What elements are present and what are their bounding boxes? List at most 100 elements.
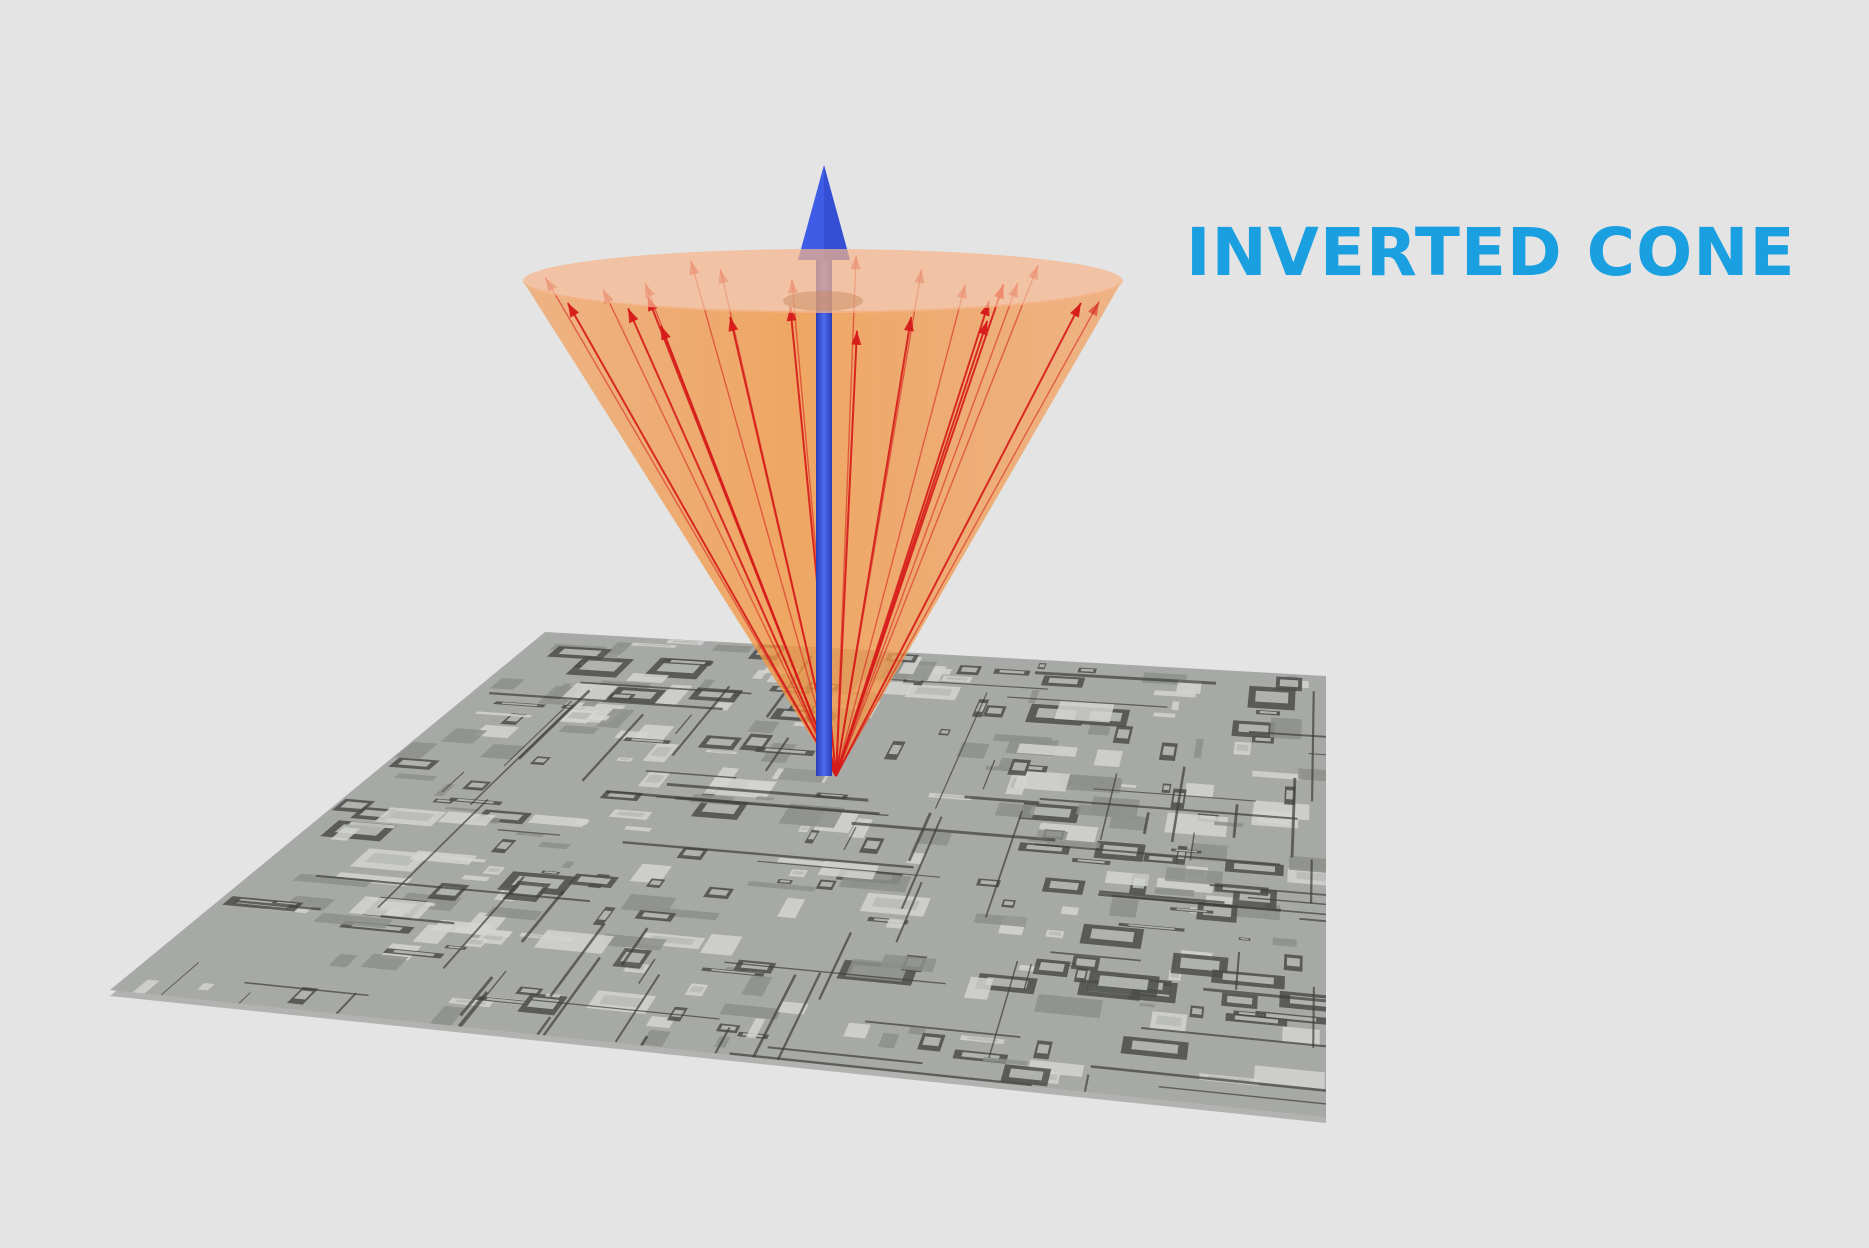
board-component — [409, 850, 478, 865]
board-component — [755, 796, 775, 801]
board-trace — [1158, 1085, 1326, 1105]
board-component-top — [1286, 957, 1300, 967]
board-component-top — [566, 712, 592, 720]
board-trace — [638, 958, 656, 984]
board-trace — [469, 704, 575, 806]
board-trace — [1299, 917, 1326, 923]
board-component — [992, 733, 1053, 745]
board-trace — [714, 1026, 731, 1054]
board-component-top — [705, 738, 735, 746]
board-component-top — [1128, 924, 1175, 930]
board-component — [473, 724, 520, 739]
board-component — [485, 906, 543, 921]
ray-arrow — [566, 302, 837, 777]
board-component-top — [392, 949, 436, 957]
board-trace — [238, 992, 251, 1004]
board-component-top — [1080, 668, 1094, 672]
board-component-top — [1049, 880, 1079, 891]
board-component-top — [1163, 785, 1170, 791]
board-component-top — [682, 849, 704, 857]
board-component-top — [1036, 1044, 1050, 1054]
board-component-top — [1176, 908, 1207, 913]
board-component-top — [1238, 723, 1269, 734]
circuit-board-details — [129, 639, 1326, 1105]
board-component-top — [505, 715, 523, 722]
board-trace — [503, 700, 572, 767]
board-component-top — [1039, 664, 1046, 668]
board-component — [1171, 701, 1180, 711]
board-component-top — [1179, 957, 1220, 972]
board-component-top — [355, 822, 390, 828]
ray-arrow-head-icon — [1088, 301, 1100, 317]
board-component — [1035, 829, 1069, 840]
normal-vector — [798, 165, 850, 776]
board-component-top — [1098, 975, 1149, 991]
board-component-top — [1259, 710, 1277, 715]
board-component — [1164, 867, 1224, 886]
ray-arrow-head-icon — [628, 308, 639, 324]
board-trace — [729, 1052, 1032, 1087]
board-trace — [843, 826, 857, 851]
board-component-top — [607, 792, 637, 799]
board-component — [545, 993, 561, 998]
board-component-top — [792, 870, 805, 875]
board-component-top — [819, 881, 834, 888]
board-component — [489, 677, 525, 690]
board-component — [461, 875, 490, 882]
board-component — [1104, 871, 1150, 887]
board-trace — [622, 841, 914, 869]
board-trace — [536, 1016, 552, 1036]
board-component-top — [914, 687, 953, 696]
board-component-top — [512, 884, 544, 897]
board-trace — [895, 881, 923, 943]
board-trace — [581, 713, 645, 782]
board-component-top — [708, 889, 730, 896]
board-component — [428, 1005, 466, 1027]
board-component — [877, 1032, 900, 1049]
board-component-top — [468, 939, 485, 945]
board-trace — [1209, 884, 1326, 896]
board-component-top — [486, 867, 502, 873]
board-component-top — [448, 946, 464, 949]
board-trace — [764, 737, 790, 772]
board-trace — [457, 990, 488, 1028]
board-component-top — [1039, 962, 1065, 972]
board-component — [746, 881, 816, 892]
board-component-top — [648, 935, 695, 946]
board-component — [597, 933, 667, 951]
board-component-top — [558, 648, 602, 657]
board-component-top — [1226, 995, 1253, 1005]
board-trace — [964, 795, 1040, 805]
board-component — [549, 683, 573, 699]
board-component-top — [520, 988, 539, 994]
board-component — [197, 983, 215, 991]
board-component — [745, 1018, 766, 1039]
board-component — [1054, 700, 1115, 723]
board-trace — [645, 770, 737, 779]
board-trace — [907, 812, 932, 862]
board-component-top — [1286, 790, 1294, 800]
board-component-top — [800, 827, 809, 831]
board-component-top — [576, 876, 611, 885]
board-component — [626, 673, 670, 683]
board-component — [1282, 1026, 1320, 1046]
board-component-top — [1003, 900, 1014, 906]
board-component-top — [1029, 806, 1072, 818]
board-trace — [1007, 696, 1168, 708]
board-component-top — [1155, 1015, 1182, 1027]
board-component-top — [649, 880, 663, 886]
board-component-top — [644, 774, 665, 783]
board-component-top — [946, 676, 968, 681]
board-component — [1301, 680, 1309, 689]
board-component — [1253, 1065, 1325, 1090]
board-component — [700, 933, 743, 956]
board-trace — [518, 689, 591, 760]
normal-arrow-shade — [824, 165, 850, 260]
board-component — [711, 644, 754, 653]
board-component-top — [1255, 690, 1289, 704]
ray-arrow-head-icon — [978, 320, 988, 336]
board-component-top — [1048, 677, 1079, 685]
board-component — [1288, 855, 1326, 876]
board-trace — [497, 829, 561, 836]
